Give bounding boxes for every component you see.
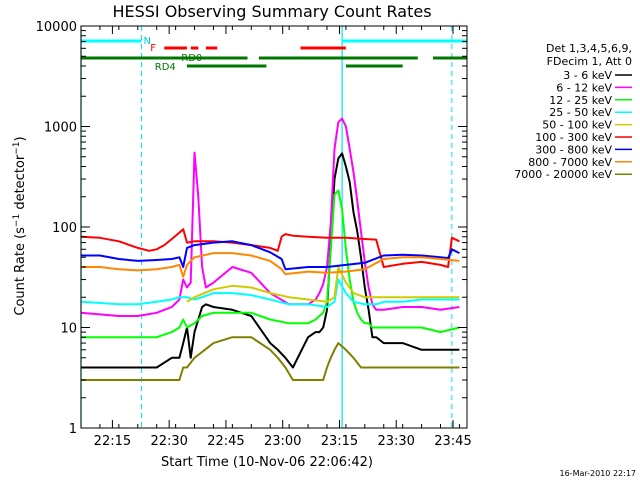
series-line-1 [81,117,460,317]
x-tick-label: 22:45 [207,434,244,449]
series-line-2 [81,189,460,339]
x-tick-label: 22:15 [94,434,131,449]
legend-label-5: 100 - 300 keV [535,131,612,144]
x-tick-label: 23:00 [264,434,301,449]
x-tick-label: 23:45 [434,434,471,449]
legend-header-line-1: Det 1,3,4,5,6,9, [546,42,632,55]
series-line-7 [81,252,460,278]
y-tick-label: 1 [69,422,77,437]
legend-label-1: 6 - 12 keV [556,81,612,94]
chart-title: HESSI Observing Summary Count Rates [112,2,431,21]
label-rd0: RD0 [181,53,202,64]
y-tick-label: 10000 [36,20,77,35]
label-rd4: RD4 [155,62,176,73]
legend-label-2: 12 - 25 keV [549,94,612,107]
label-n: N [143,36,150,47]
legend-label-8: 7000 - 20000 keV [514,168,612,181]
x-tick-label: 23:15 [321,434,358,449]
series-line-6 [81,240,460,271]
y-tick-label: 100 [52,221,77,236]
series-line-0 [81,152,460,369]
series-line-8 [81,336,460,381]
legend-label-3: 25 - 50 keV [549,106,612,119]
legend-header-line-2: FDecim 1, Att 0 [547,55,632,68]
y-axis-label: Count Rate (s−1 detector−1) [12,136,28,315]
series-line-4 [186,266,460,303]
legend-label-0: 3 - 6 keV [563,69,612,82]
label-f: F [150,43,156,54]
y-axis: 1 10 100 1000 10000 [36,20,467,437]
x-tick-label: 23:30 [377,434,414,449]
legend-label-7: 800 - 7000 keV [528,156,612,169]
legend-label-4: 50 - 100 keV [542,119,612,132]
series-line-3 [81,278,460,308]
footer-timestamp: 16-Mar-2010 22:17 [560,469,637,478]
x-tick-label: 22:30 [150,434,187,449]
legend: Det 1,3,4,5,6,9, FDecim 1, Att 0 3 - 6 k… [514,42,632,181]
series-lines [81,117,460,381]
mode-overlays: NF RD0 RD4 [80,26,467,428]
series-line-5 [81,228,460,268]
x-axis: 22:15 22:30 22:45 23:00 23:15 23:30 23:45 [80,26,472,449]
y-tick-label: 10 [60,322,77,337]
x-axis-label: Start Time (10-Nov-06 22:06:42) [161,455,373,470]
legend-label-6: 300 - 800 keV [535,143,612,156]
y-tick-label: 1000 [44,121,77,136]
